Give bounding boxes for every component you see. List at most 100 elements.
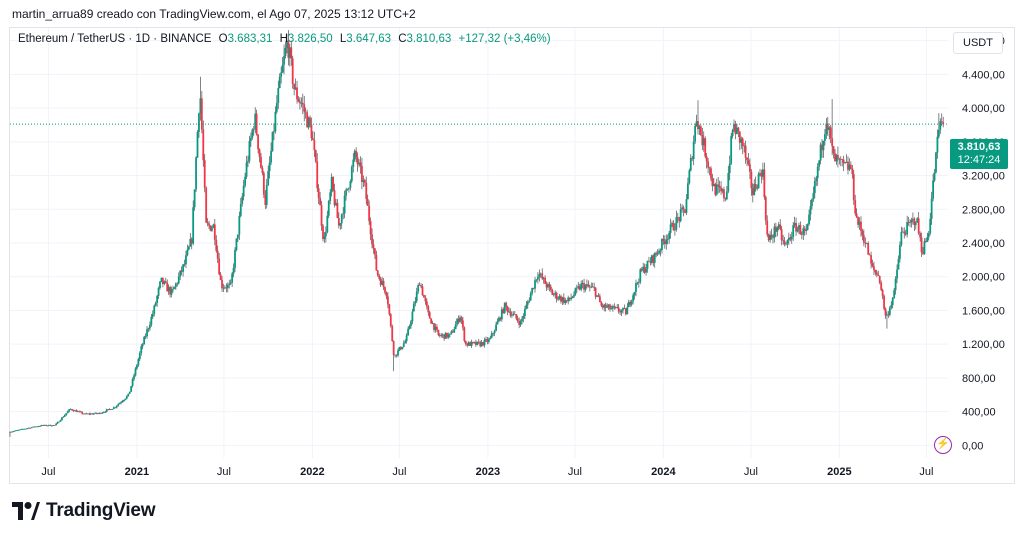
candle-body (565, 300, 568, 302)
candle-body (694, 125, 697, 142)
candle-body (117, 404, 120, 406)
candle-body (203, 160, 206, 188)
candle-body (405, 335, 408, 342)
candle-body (590, 286, 593, 288)
candle-body (746, 157, 748, 161)
candle-body (578, 286, 581, 290)
candle-body (388, 304, 391, 315)
candle-body (398, 347, 401, 351)
candle-body (111, 408, 114, 410)
currency-button[interactable]: USDT (953, 32, 1003, 54)
candle-body (98, 412, 101, 414)
candle-body (678, 217, 681, 222)
candle-body (138, 352, 141, 360)
candle-body (286, 40, 288, 48)
candle-body (361, 165, 363, 182)
candle-body (861, 231, 864, 236)
symbol-legend: Ethereum / TetherUS · 1D · BINANCE O3.68… (18, 33, 551, 45)
candle-body (750, 171, 753, 189)
candle-body (591, 286, 594, 288)
brand-name: TradingView (46, 500, 156, 521)
candle-body (751, 188, 754, 195)
candle-body (610, 308, 613, 310)
candle-body (16, 430, 19, 431)
candle-body (587, 284, 590, 287)
candle-body (32, 426, 34, 428)
candle-body (577, 286, 580, 288)
candle-body (244, 176, 247, 186)
candle-body (424, 297, 427, 302)
candle-body (58, 421, 60, 423)
candle-body (536, 276, 539, 280)
candle-body (652, 255, 655, 263)
candle-body (932, 180, 934, 199)
candle-body (143, 336, 146, 345)
candle-body (529, 293, 532, 301)
candle-body (26, 428, 29, 430)
candle-body (871, 263, 874, 267)
candle-body (766, 220, 769, 235)
candle-body (635, 283, 637, 292)
candle-body (479, 342, 482, 347)
candle-body (542, 277, 545, 279)
lightning-bolt-icon[interactable]: ⚡ (934, 436, 952, 454)
candle-body (633, 291, 636, 296)
candle-body (772, 237, 774, 239)
candle-body (648, 260, 650, 262)
candle-body (894, 278, 897, 291)
candle-body (52, 425, 55, 426)
candle-body (671, 222, 673, 225)
candle-body (212, 224, 215, 228)
candle-body (712, 183, 715, 187)
candle-body (402, 343, 405, 347)
candle-body (13, 430, 16, 432)
candle-body (257, 134, 259, 150)
candle-body (568, 297, 571, 300)
candle-body (933, 172, 936, 181)
candle-body (332, 177, 334, 191)
candle-body (262, 172, 265, 195)
candle-body (903, 231, 906, 234)
x-tick-label: Jul (41, 466, 55, 478)
candle-body (792, 225, 795, 237)
candle-body (160, 277, 163, 282)
tradingview-brand[interactable]: TradingView (12, 500, 156, 522)
candle-body (29, 427, 32, 429)
candle-body (669, 224, 672, 233)
candle-body (799, 225, 802, 235)
candle-body (619, 311, 622, 313)
candle-body (560, 296, 562, 302)
candle-body (453, 329, 456, 333)
candle-body (770, 234, 773, 238)
candle-body (192, 207, 195, 244)
candle-body (936, 136, 939, 153)
candle-body (108, 408, 111, 410)
candle-body (10, 431, 13, 433)
grid-lines (10, 28, 948, 458)
candle-body (159, 281, 161, 289)
candle-body (451, 331, 454, 333)
candle-body (844, 162, 847, 164)
candle-body (498, 317, 500, 322)
candle-body (890, 305, 893, 308)
candle-body (127, 393, 130, 397)
candle-body (238, 215, 241, 235)
candle-body (440, 335, 443, 336)
candle-body (283, 55, 285, 65)
candle-body (620, 310, 623, 313)
candle-body (877, 274, 880, 276)
candle-body (291, 58, 294, 84)
candle-body (528, 300, 531, 302)
candle-body (855, 213, 858, 218)
candle-body (186, 249, 189, 256)
candle-body (288, 47, 291, 58)
candle-body (593, 286, 596, 288)
candle-body (156, 295, 159, 304)
candle-body (290, 47, 293, 59)
candle-body (581, 282, 584, 284)
candle-body (46, 425, 49, 427)
candle-body (868, 254, 871, 256)
y-tick-label: 4.000,00 (962, 103, 1005, 115)
candle-body (275, 103, 278, 112)
